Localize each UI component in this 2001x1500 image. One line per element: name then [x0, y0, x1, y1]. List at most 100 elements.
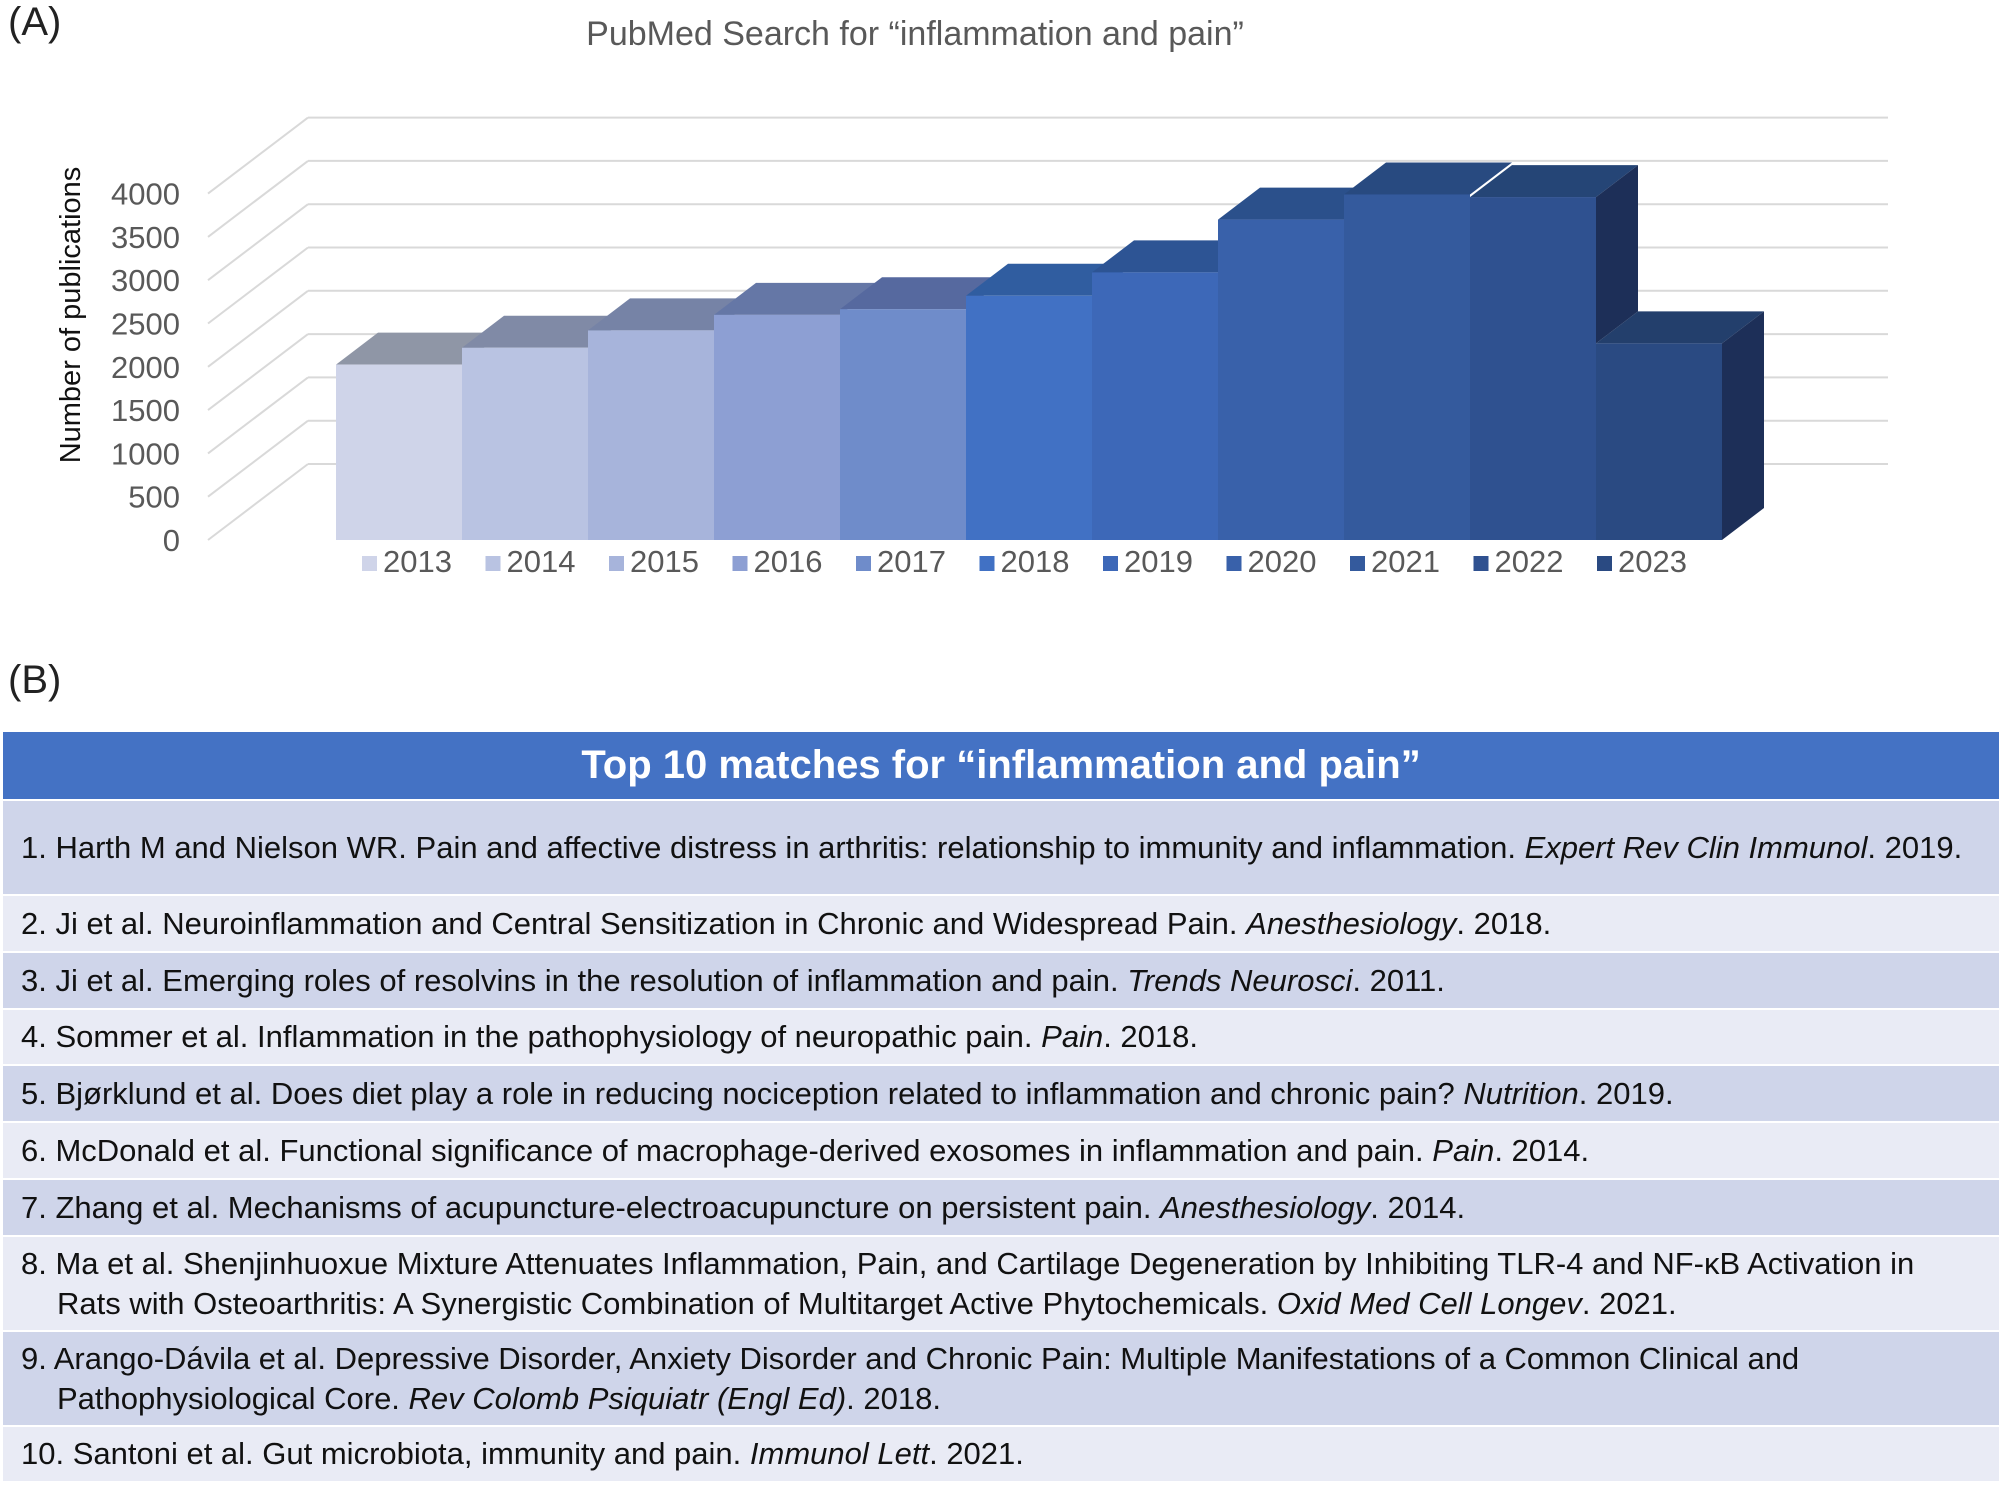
legend-label: 2023: [1618, 544, 1687, 579]
legend-item-2017: 2017: [856, 544, 946, 579]
bar-front-face: [336, 364, 462, 540]
gridline-diagonal: [207, 116, 309, 195]
reference-text: 3. Ji et al. Emerging roles of resolvins…: [21, 961, 1985, 1001]
bar-front-face: [1596, 343, 1722, 540]
legend-swatch: [1597, 556, 1612, 571]
reference-journal: Trends Neurosci: [1127, 962, 1353, 998]
y-axis-label: Number of publications: [55, 167, 87, 464]
legend-label: 2021: [1371, 544, 1440, 579]
reference-journal: Expert Rev Clin Immunol: [1524, 829, 1868, 865]
gridline-diagonal: [207, 203, 309, 281]
y-axis-tick-labels: 0 500 1000 1500 2000 2500 3000 3500 4000: [111, 177, 180, 558]
y-tick-label: 2000: [111, 350, 180, 385]
reference-journal: Anesthesiology: [1246, 905, 1457, 941]
reference-journal: Pain: [1041, 1019, 1104, 1054]
bar-top-face: [1596, 311, 1764, 344]
bar-chart: PubMed Search for “inflammation and pain…: [55, 15, 1888, 579]
bar-2021: [1344, 162, 1512, 540]
table-row: 4. Sommer et al. Inflammation in the pat…: [3, 1010, 1999, 1066]
reference-year: . 2018.: [1456, 905, 1552, 941]
bar-2022: [1470, 165, 1638, 540]
bar-front-face: [1470, 197, 1596, 540]
legend-swatch: [1350, 556, 1365, 571]
gridline-diagonal: [207, 246, 309, 325]
legend-label: 2017: [877, 544, 946, 579]
reference-journal: Rev Colomb Psiquiatr (Engl Ed): [408, 1380, 847, 1416]
legend-swatch: [1103, 556, 1118, 571]
table-row: 3. Ji et al. Emerging roles of resolvins…: [3, 953, 1999, 1010]
reference-citation: 4. Sommer et al. Inflammation in the pat…: [21, 1019, 1042, 1054]
reference-text: 10. Santoni et al. Gut microbiota, immun…: [21, 1434, 1985, 1474]
bar-front-face: [714, 314, 840, 540]
bar-front-face: [1218, 219, 1344, 540]
reference-citation: 10. Santoni et al. Gut microbiota, immun…: [21, 1436, 750, 1471]
bars: [336, 162, 1764, 540]
gridline-diagonal: [207, 290, 309, 368]
table-body: 1. Harth M and Nielson WR. Pain and affe…: [3, 801, 1999, 1483]
legend-item-2023: 2023: [1597, 544, 1687, 579]
reference-text: 2. Ji et al. Neuroinflammation and Centr…: [21, 904, 1985, 944]
legend-label: 2016: [754, 544, 823, 579]
reference-citation: 9. Arango-Dávila et al. Depressive Disor…: [21, 1340, 1800, 1416]
bar-front-face: [1092, 272, 1218, 540]
y-tick-label: 1500: [111, 393, 180, 428]
legend-swatch: [609, 556, 624, 571]
y-tick-label: 0: [163, 523, 180, 558]
reference-year: . 2019.: [1867, 829, 1963, 865]
legend-swatch: [362, 556, 377, 571]
legend-label: 2015: [630, 544, 699, 579]
reference-year: . 2014.: [1370, 1189, 1466, 1225]
gridline-diagonal: [207, 463, 309, 541]
legend: 2013 2014 2015 2016 2017 2018 2019 2020 2021 2022…: [362, 544, 1687, 579]
reference-journal: Oxid Med Cell Longev: [1276, 1285, 1582, 1321]
legend-item-2021: 2021: [1350, 544, 1440, 579]
gridline-diagonal: [207, 419, 309, 498]
reference-text: 6. McDonald et al. Functional significan…: [21, 1131, 1985, 1171]
legend-label: 2018: [1001, 544, 1070, 579]
legend-swatch: [856, 556, 871, 571]
reference-citation: 1. Harth M and Nielson WR. Pain and affe…: [21, 829, 1525, 865]
reference-text: 1. Harth M and Nielson WR. Pain and affe…: [21, 828, 1985, 868]
legend-swatch: [1473, 556, 1489, 571]
bar-2015: [588, 298, 756, 540]
gridline-diagonal: [207, 333, 309, 411]
legend-item-2015: 2015: [609, 544, 699, 579]
reference-journal: Immunol Lett: [749, 1436, 930, 1471]
reference-text: 7. Zhang et al. Mechanisms of acupunctur…: [21, 1188, 1985, 1228]
reference-citation: 5. Bjørklund et al. Does diet play a rol…: [21, 1075, 1464, 1111]
legend-swatch: [979, 556, 995, 571]
reference-citation: 8. Ma et al. Shenjinhuoxue Mixture Atten…: [21, 1245, 1915, 1321]
reference-text: 9. Arango-Dávila et al. Depressive Disor…: [21, 1339, 1985, 1419]
bar-front-face: [966, 295, 1092, 540]
y-tick-label: 3500: [111, 220, 180, 255]
reference-year: . 2021.: [1581, 1285, 1677, 1321]
bar-2014: [462, 315, 630, 540]
table-row: 5. Bjørklund et al. Does diet play a rol…: [3, 1066, 1999, 1123]
table-header: Top 10 matches for “inflammation and pai…: [3, 732, 1999, 801]
table-row: 1. Harth M and Nielson WR. Pain and affe…: [3, 801, 1999, 896]
reference-year: . 2019.: [1578, 1075, 1674, 1111]
table-row: 9. Arango-Dávila et al. Depressive Disor…: [3, 1332, 1999, 1427]
legend-item-2018: 2018: [979, 544, 1070, 579]
legend-item-2013: 2013: [362, 544, 452, 579]
panel-label-a: (A): [8, 0, 62, 44]
bar-front-face: [840, 309, 966, 540]
reference-journal: Anesthesiology: [1160, 1189, 1371, 1225]
reference-journal: Pain: [1432, 1132, 1495, 1168]
reference-year: . 2021.: [929, 1436, 1024, 1471]
legend-label: 2013: [383, 544, 452, 579]
table-row: 7. Zhang et al. Mechanisms of acupunctur…: [3, 1180, 1999, 1237]
gridline-diagonal: [207, 160, 309, 238]
legend-swatch: [485, 556, 501, 571]
legend-swatch: [1226, 556, 1242, 571]
legend-item-2016: 2016: [732, 544, 823, 579]
table-row: 2. Ji et al. Neuroinflammation and Centr…: [3, 896, 1999, 953]
reference-text: 8. Ma et al. Shenjinhuoxue Mixture Atten…: [21, 1244, 1985, 1324]
legend-item-2019: 2019: [1103, 544, 1193, 579]
y-tick-label: 2500: [111, 307, 180, 342]
bar-front-face: [462, 347, 588, 540]
reference-citation: 6. McDonald et al. Functional significan…: [21, 1132, 1433, 1168]
bar-top-face: [1344, 162, 1512, 195]
bar-top-face: [714, 282, 882, 315]
y-tick-label: 3000: [111, 263, 180, 298]
